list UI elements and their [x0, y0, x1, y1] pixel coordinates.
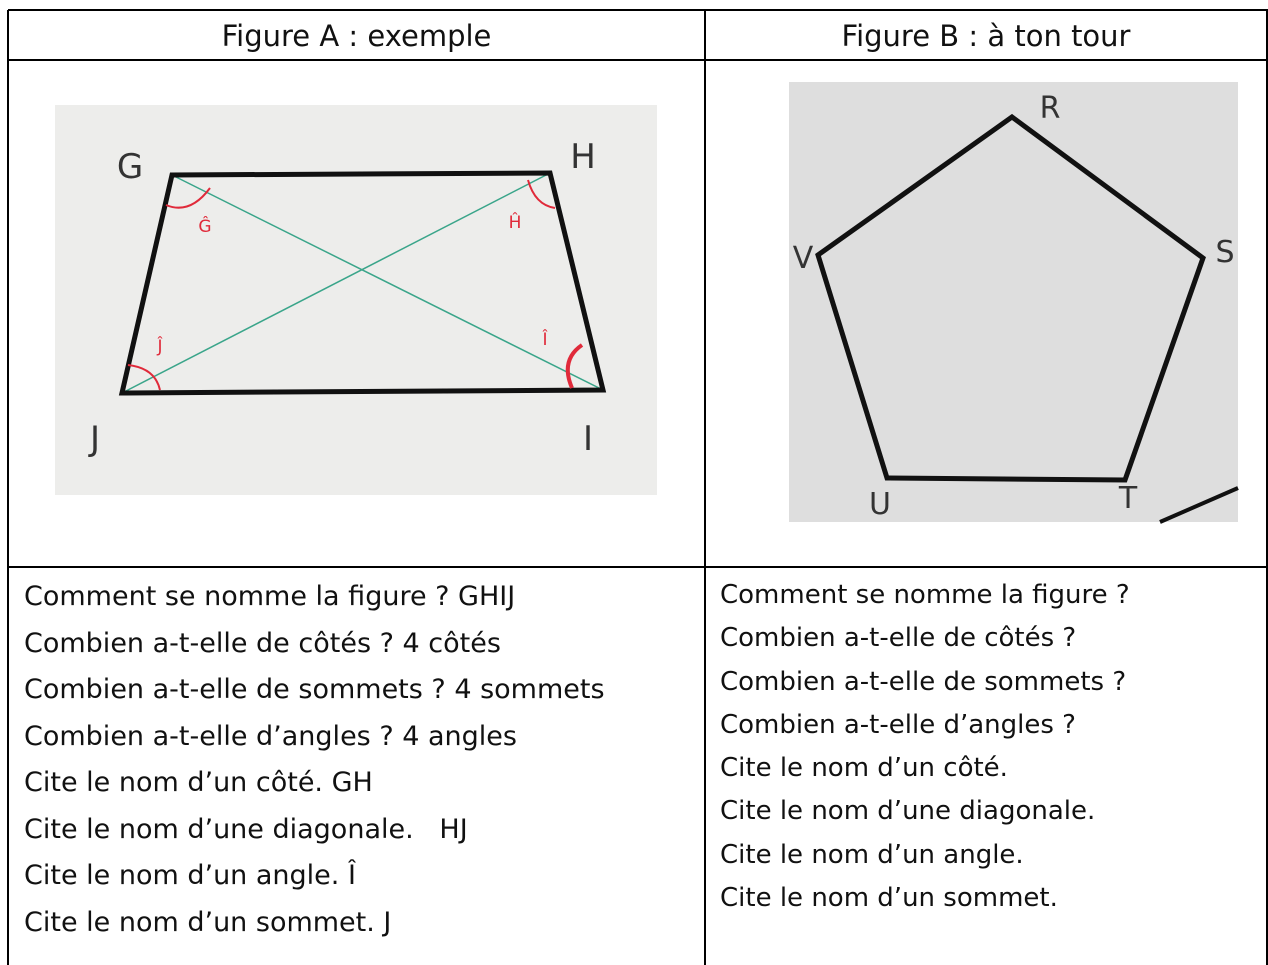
question-line: Cite le nom d’une diagonale. HJ — [24, 813, 468, 845]
angle-label: Ĵ — [156, 336, 163, 357]
vertex-label: J — [88, 419, 100, 459]
questions-a: Comment se nomme la figure ? GHIJ Combien… — [24, 574, 605, 946]
question-line: Cite le nom d’un sommet. — [720, 883, 1058, 914]
question-line: Cite le nom d’un sommet. J — [24, 906, 392, 938]
vertex-label: I — [583, 419, 593, 459]
question-line: Cite le nom d’une diagonale. — [720, 796, 1096, 827]
question-line: Combien a-t-elle de côtés ? — [720, 623, 1077, 654]
questions-b: Comment se nomme la figure ? Combien a-t-… — [720, 574, 1130, 920]
question-line: Comment se nomme la figure ? GHIJ — [24, 581, 516, 612]
photo-background — [55, 105, 657, 495]
vertex-label: V — [793, 241, 814, 276]
vertex-label: R — [1040, 91, 1061, 126]
vertex-label: H — [570, 137, 596, 177]
photo-background — [789, 82, 1238, 522]
vertex-label: S — [1215, 235, 1234, 270]
angle-arcs — [127, 179, 584, 391]
vertex-label: U — [869, 487, 891, 522]
angle-label: Ĥ — [509, 211, 522, 233]
diagonal — [121, 172, 551, 394]
question-line: Combien a-t-elle de sommets ? 4 sommets — [24, 674, 605, 705]
question-line: Combien a-t-elle de côtés ? 4 côtés — [24, 627, 501, 659]
vertex-label: T — [1118, 481, 1138, 516]
question-line: Cite le nom d’un angle. Î — [24, 860, 356, 891]
question-line: Combien a-t-elle d’angles ? — [720, 709, 1076, 740]
question-line: Combien a-t-elle de sommets ? — [720, 666, 1127, 697]
angle-label: Î — [541, 328, 548, 350]
header-cell: Figure A : exemple — [221, 19, 492, 53]
trapezoid — [118, 170, 607, 396]
question-line: Comment se nomme la figure ? — [720, 580, 1130, 610]
vertex-label: G — [117, 147, 143, 187]
question-line: Cite le nom d’un angle. — [720, 839, 1024, 870]
table-borders — [7, 9, 1268, 965]
figure-b: R S T U V — [789, 82, 1239, 524]
header-cell: Figure B : à ton tour — [841, 19, 1131, 53]
question-line: Combien a-t-elle d’angles ? 4 angles — [24, 720, 517, 752]
stray-line — [1159, 486, 1239, 524]
angle-label: Ĝ — [198, 215, 211, 237]
diagonal — [171, 174, 604, 391]
question-line: Cite le nom d’un côté. GH — [24, 767, 373, 798]
pentagon — [815, 113, 1206, 483]
question-line: Cite le nom d’un côté. — [720, 753, 1008, 784]
figure-a: G H I J Ĝ Ĥ Î Ĵ — [55, 105, 657, 495]
